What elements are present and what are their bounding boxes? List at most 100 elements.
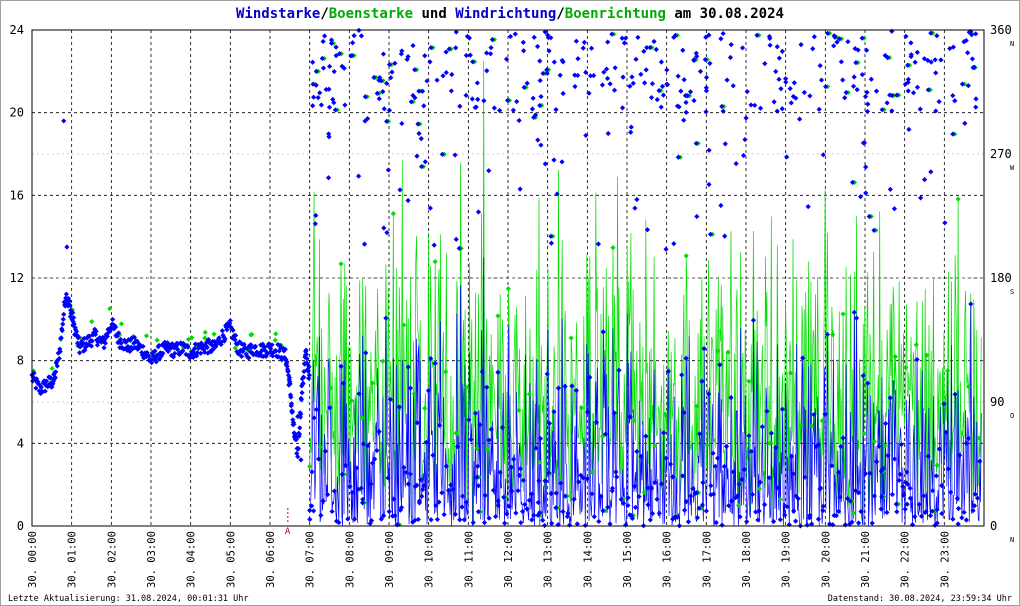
direction-point bbox=[328, 40, 335, 46]
direction-point bbox=[791, 80, 797, 86]
gust-point bbox=[154, 337, 160, 343]
wind-point bbox=[303, 347, 309, 353]
wind-outlier bbox=[295, 413, 301, 420]
wind-point bbox=[567, 522, 573, 528]
wind-point bbox=[331, 488, 337, 494]
direction-point bbox=[349, 40, 356, 46]
wind-point bbox=[428, 356, 434, 362]
wind-point bbox=[60, 321, 66, 327]
wind-point bbox=[305, 361, 311, 367]
wind-point bbox=[168, 352, 175, 359]
direction-point bbox=[961, 39, 967, 45]
wind-point bbox=[945, 466, 951, 472]
wind-point bbox=[88, 343, 95, 349]
direction-point bbox=[312, 221, 318, 227]
wind-point bbox=[38, 384, 44, 391]
wind-point bbox=[620, 500, 627, 506]
wind-point bbox=[82, 347, 88, 353]
gust-point bbox=[631, 418, 637, 424]
direction-point bbox=[433, 502, 439, 509]
direction-point bbox=[524, 80, 530, 86]
wind-point bbox=[104, 333, 110, 339]
direction-point bbox=[722, 233, 728, 239]
direction-point bbox=[699, 502, 705, 508]
direction-point bbox=[933, 473, 939, 479]
wind-point bbox=[697, 431, 703, 437]
direction-point bbox=[307, 516, 313, 522]
wind-point bbox=[141, 354, 147, 361]
wind-point bbox=[703, 508, 709, 514]
direction-point bbox=[509, 488, 515, 494]
gust-point bbox=[272, 337, 278, 343]
direction-point bbox=[532, 112, 539, 118]
direction-point bbox=[703, 85, 709, 91]
gust-point bbox=[746, 378, 752, 384]
direction-point bbox=[859, 72, 865, 78]
gust-point bbox=[443, 369, 449, 375]
direction-point bbox=[545, 470, 552, 476]
direction-point bbox=[405, 481, 411, 487]
direction-point bbox=[531, 34, 537, 40]
direction-point bbox=[580, 45, 586, 51]
direction-point bbox=[548, 490, 554, 497]
x-tick-label-18: 30. 18:00 bbox=[741, 531, 753, 588]
wind-point bbox=[222, 336, 228, 342]
direction-point bbox=[529, 517, 535, 523]
wind-point bbox=[867, 470, 873, 476]
direction-point bbox=[619, 105, 626, 111]
direction-point bbox=[861, 140, 868, 146]
wind-point bbox=[192, 341, 198, 347]
direction-point bbox=[341, 65, 347, 71]
wind-point bbox=[106, 329, 112, 336]
direction-point bbox=[863, 164, 869, 170]
direction-point bbox=[421, 103, 427, 109]
wind-point bbox=[883, 420, 889, 427]
direction-point bbox=[921, 177, 928, 183]
y-right-dir-360: N bbox=[1010, 40, 1014, 48]
direction-point bbox=[807, 93, 813, 99]
wind-point bbox=[204, 344, 210, 351]
wind-point bbox=[100, 334, 106, 340]
wind-point bbox=[134, 338, 140, 344]
direction-point bbox=[790, 471, 796, 477]
wind-point bbox=[961, 509, 967, 515]
wind-point bbox=[419, 493, 425, 499]
wind-point bbox=[477, 422, 483, 428]
wind-point bbox=[123, 339, 129, 345]
wind-point bbox=[941, 401, 947, 407]
wind-point bbox=[844, 496, 851, 502]
wind-point bbox=[777, 517, 783, 523]
wind-point bbox=[49, 384, 55, 390]
wind-point bbox=[661, 430, 667, 436]
direction-point bbox=[362, 94, 368, 100]
direction-point bbox=[752, 102, 758, 108]
wind-point bbox=[824, 331, 830, 338]
wind-outlier bbox=[61, 118, 67, 124]
wind-point bbox=[766, 475, 772, 481]
gust-point bbox=[249, 331, 255, 338]
direction-point bbox=[535, 512, 541, 518]
direction-point bbox=[706, 32, 712, 38]
gust-point bbox=[380, 358, 386, 364]
wind-point bbox=[515, 488, 521, 494]
direction-point bbox=[963, 517, 970, 523]
direction-point bbox=[481, 98, 487, 104]
wind-point bbox=[425, 388, 432, 394]
direction-point bbox=[878, 468, 884, 474]
wind-outlier bbox=[298, 457, 304, 463]
direction-point bbox=[599, 82, 606, 88]
wind-point bbox=[952, 391, 958, 397]
x-tick-label-9: 30. 09:00 bbox=[384, 531, 396, 588]
wind-point bbox=[488, 426, 494, 432]
direction-point bbox=[443, 49, 449, 55]
direction-point bbox=[536, 478, 542, 484]
wind-point bbox=[573, 387, 579, 394]
direction-point bbox=[583, 132, 589, 139]
direction-point bbox=[551, 157, 557, 163]
event-marker: A bbox=[285, 508, 291, 537]
wind-point bbox=[569, 383, 575, 389]
gust-point bbox=[359, 415, 365, 421]
direction-point bbox=[553, 505, 559, 511]
direction-point bbox=[331, 68, 337, 75]
wind-point bbox=[79, 342, 85, 348]
